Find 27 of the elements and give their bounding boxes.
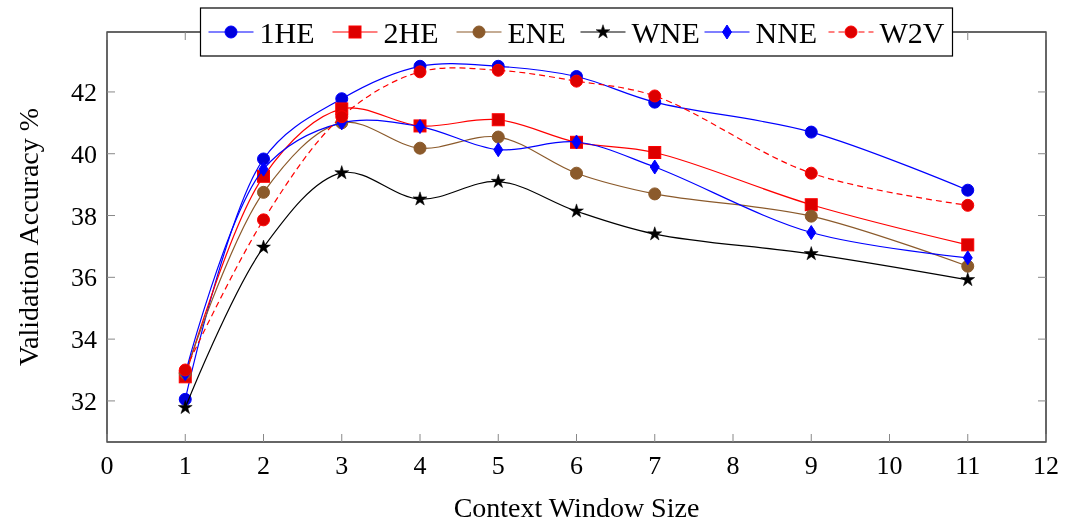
y-tick-label: 34	[71, 325, 97, 355]
legend-label: NNE	[755, 15, 818, 49]
x-tick-label: 3	[335, 451, 349, 480]
legend-label: 2HE	[383, 15, 439, 49]
x-tick-label: 2	[257, 451, 270, 480]
legend-label: W2V	[879, 15, 945, 49]
y-tick-label: 40	[71, 139, 97, 169]
y-tick-label: 32	[71, 387, 97, 417]
x-tick-label: 4	[413, 451, 427, 480]
x-tick-label: 8	[726, 451, 740, 480]
legend-label: 1HE	[259, 15, 315, 49]
x-tick-label: 6	[570, 451, 583, 480]
x-tick-label: 10	[876, 451, 903, 480]
x-tick-label: 0	[100, 451, 114, 480]
y-tick-label: 42	[71, 78, 97, 108]
legend-label: WNE	[631, 15, 700, 49]
y-tick-label: 36	[71, 263, 97, 293]
x-tick-label: 7	[648, 451, 662, 480]
x-tick-label: 12	[1033, 451, 1059, 480]
y-tick-label: 38	[71, 201, 97, 231]
x-tick-label: 11	[955, 451, 981, 480]
x-axis-title: Context Window Size	[453, 492, 700, 523]
y-axis-title: Validation Accuracy %	[13, 107, 44, 367]
legend-label: ENE	[507, 15, 566, 49]
x-tick-label: 9	[804, 451, 818, 480]
x-tick-label: 5	[491, 451, 505, 480]
x-tick-label: 1	[178, 451, 192, 480]
